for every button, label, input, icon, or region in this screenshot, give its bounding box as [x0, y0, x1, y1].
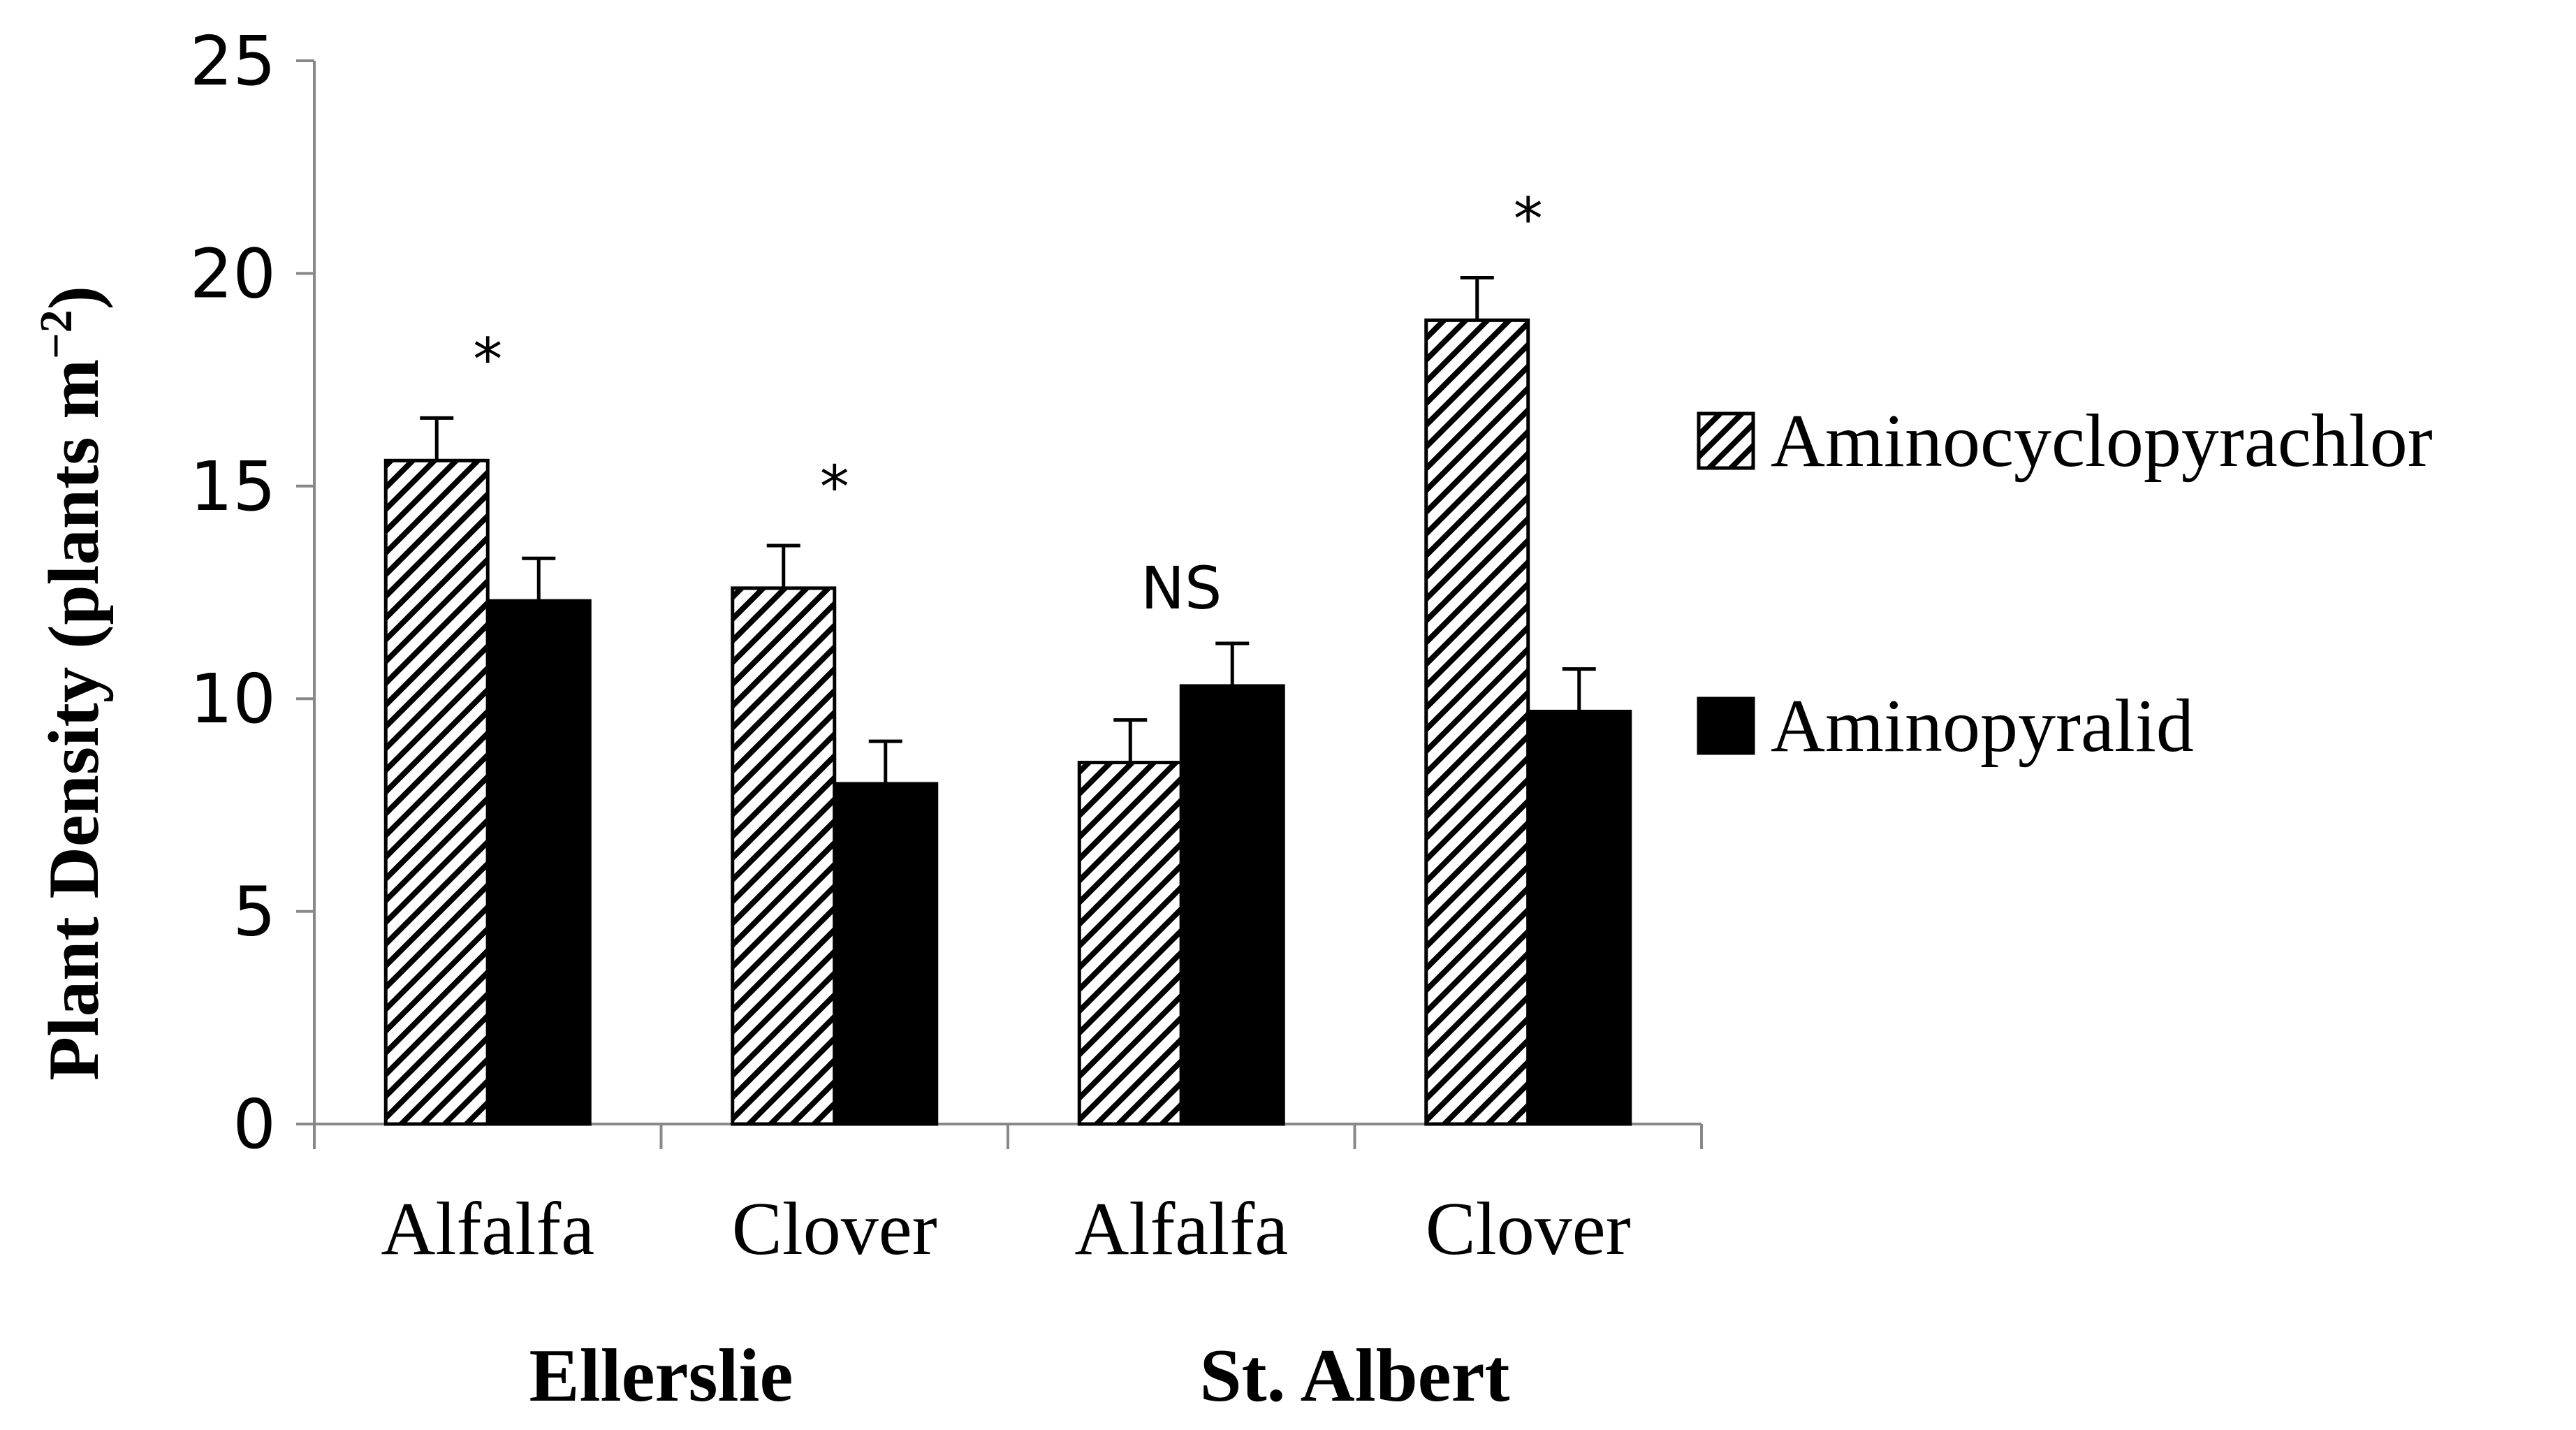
x-category-label: Clover: [1426, 1188, 1631, 1271]
y-tick-label: 25: [190, 22, 276, 101]
y-axis-title: Plant Density (plants m−2): [31, 286, 114, 1081]
bar-aminocyclopyrachlor: [383, 458, 490, 1126]
y-tick-label: 0: [233, 1085, 276, 1164]
bar-aminopyralid: [485, 599, 592, 1126]
bar-aminocyclopyrachlor: [1424, 318, 1530, 1126]
significance-annotation: *: [473, 325, 502, 393]
x-category-label: Alfalfa: [1074, 1188, 1288, 1271]
x-category-label: Alfalfa: [381, 1188, 594, 1271]
x-group-label: Ellerslie: [529, 1334, 793, 1417]
y-tick-label: 20: [190, 234, 276, 313]
bar-aminocyclopyrachlor: [731, 586, 837, 1126]
x-category-label: Clover: [732, 1188, 937, 1271]
legend-swatch-aminocyclopyrachlor: [1697, 411, 1755, 470]
y-axis-title-close: ): [34, 286, 114, 309]
bar-aminopyralid: [1179, 684, 1285, 1126]
y-axis-title-text: Plant Density (plants m: [34, 359, 114, 1081]
x-group-label: St. Albert: [1200, 1334, 1510, 1417]
legend-swatch-aminopyralid: [1697, 696, 1755, 755]
y-tick-label: 10: [190, 659, 276, 738]
bar-aminopyralid: [833, 782, 939, 1126]
significance-annotation: NS: [1141, 554, 1222, 622]
y-axis-title-superscript: −2: [31, 309, 82, 359]
significance-annotation: *: [1514, 184, 1543, 253]
bar-aminocyclopyrachlor: [1077, 761, 1183, 1126]
y-tick-label: 5: [233, 873, 276, 951]
significance-annotation: *: [820, 453, 849, 521]
legend-label-aminopyralid: Aminopyralid: [1771, 685, 2194, 768]
legend-label-aminocyclopyrachlor: Aminocyclopyrachlor: [1771, 400, 2433, 483]
y-tick-label: 15: [190, 447, 276, 526]
bar-aminopyralid: [1526, 709, 1632, 1126]
